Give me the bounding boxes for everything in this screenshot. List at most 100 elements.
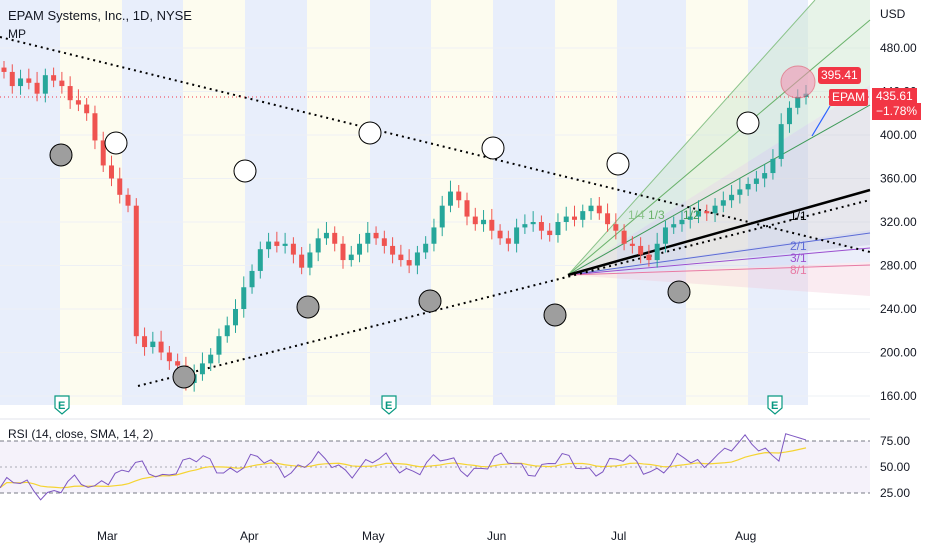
candle-body (720, 200, 726, 206)
candle-body (18, 78, 24, 87)
candle-body (613, 224, 619, 231)
candle-body (431, 227, 437, 244)
svg-text:Jul: Jul (611, 529, 626, 543)
candle-body (753, 178, 759, 184)
candle-body (266, 241, 272, 250)
candle-body (307, 252, 313, 268)
candle-body (712, 205, 718, 214)
price-axis[interactable]: USD480.00440.00400.00360.00320.00280.002… (880, 7, 917, 403)
candle-body (762, 173, 768, 179)
svg-text:480.00: 480.00 (880, 41, 917, 55)
svg-text:Jun: Jun (487, 529, 506, 543)
candle-body (92, 113, 98, 141)
candle-body (472, 216, 478, 225)
candle-body (745, 183, 751, 190)
svg-text:200.00: 200.00 (880, 346, 917, 360)
candle-body (241, 287, 247, 309)
earnings-marker (54, 395, 70, 415)
candle-body (770, 158, 776, 174)
candle-body (522, 224, 528, 228)
candle-body (381, 238, 387, 246)
candle-body (671, 224, 677, 228)
candle-body (290, 243, 296, 255)
candle-body (108, 165, 114, 179)
candle-body (257, 249, 263, 271)
candle-body (439, 205, 445, 228)
earnings-label: E (58, 400, 65, 412)
candle-body (481, 219, 487, 225)
candle-body (142, 336, 148, 348)
svg-text:400.00: 400.00 (880, 128, 917, 142)
symbol-tag: EPAM (829, 89, 869, 106)
earnings-label: E (771, 400, 778, 412)
svg-text:Mar: Mar (97, 529, 118, 543)
candle-body (175, 361, 181, 366)
candle-body (216, 336, 222, 355)
candle-body (414, 252, 420, 266)
svg-text:320.00: 320.00 (880, 215, 917, 229)
candle-body (555, 222, 561, 236)
candle-body (786, 107, 792, 125)
candle-body (51, 75, 57, 81)
candle-body (547, 230, 553, 236)
candle-body (621, 230, 627, 244)
candle-body (199, 363, 205, 375)
candle-body (447, 191, 453, 206)
svg-text:USD: USD (880, 7, 906, 21)
candle-body (580, 211, 586, 220)
candle-body (505, 238, 511, 244)
candle-body (406, 260, 412, 266)
symbol-title[interactable]: EPAM Systems, Inc., 1D, NYSE (8, 8, 192, 23)
candle-body (398, 254, 404, 261)
candle-body (373, 232, 379, 239)
svg-text:1/4: 1/4 (628, 208, 645, 222)
rsi-label[interactable]: RSI (14, close, SMA, 14, 2) (8, 427, 154, 441)
candle-body (654, 243, 660, 261)
candle-body (224, 325, 230, 337)
candle-body (795, 96, 801, 108)
rsi-pane (0, 418, 870, 501)
candle-body (340, 243, 346, 261)
candle-body (208, 354, 214, 364)
svg-text:Aug: Aug (735, 529, 756, 543)
candle-body (233, 309, 239, 326)
svg-text:8/1: 8/1 (790, 263, 807, 277)
session-bands (0, 0, 808, 405)
candle-body (729, 194, 735, 201)
candle-body (274, 241, 280, 246)
projection-arrow (811, 105, 831, 137)
svg-text:Apr: Apr (240, 529, 259, 543)
candle-body (778, 124, 784, 159)
candle-body (332, 232, 338, 244)
candle-body (456, 191, 462, 201)
candle-body (464, 200, 470, 217)
svg-text:280.00: 280.00 (880, 259, 917, 273)
candle-body (563, 216, 569, 222)
candle-body (679, 219, 685, 225)
candle-body (34, 82, 40, 94)
candle-body (605, 213, 611, 225)
candle-body (596, 205, 602, 214)
indicator-label[interactable]: MP (8, 27, 26, 41)
candle-body (737, 189, 743, 195)
grid-lines (0, 47, 870, 397)
time-axis[interactable]: Mar Apr May Jun Jul Aug (97, 529, 756, 543)
candles (1, 61, 809, 392)
svg-text:50.00: 50.00 (880, 460, 910, 474)
candle-body (638, 245, 644, 255)
svg-text:25.00: 25.00 (880, 486, 910, 500)
candle-body (390, 245, 396, 255)
svg-text:1/1: 1/1 (790, 209, 807, 223)
candle-body (117, 178, 123, 195)
candle-body (282, 243, 288, 246)
candle-body (538, 222, 544, 231)
candle-body (9, 71, 15, 87)
candle-body (323, 232, 329, 239)
candle-body (1, 67, 7, 72)
candle-body (42, 75, 48, 94)
candle-body (687, 216, 693, 220)
svg-text:May: May (362, 529, 385, 543)
candle-body (530, 222, 536, 225)
